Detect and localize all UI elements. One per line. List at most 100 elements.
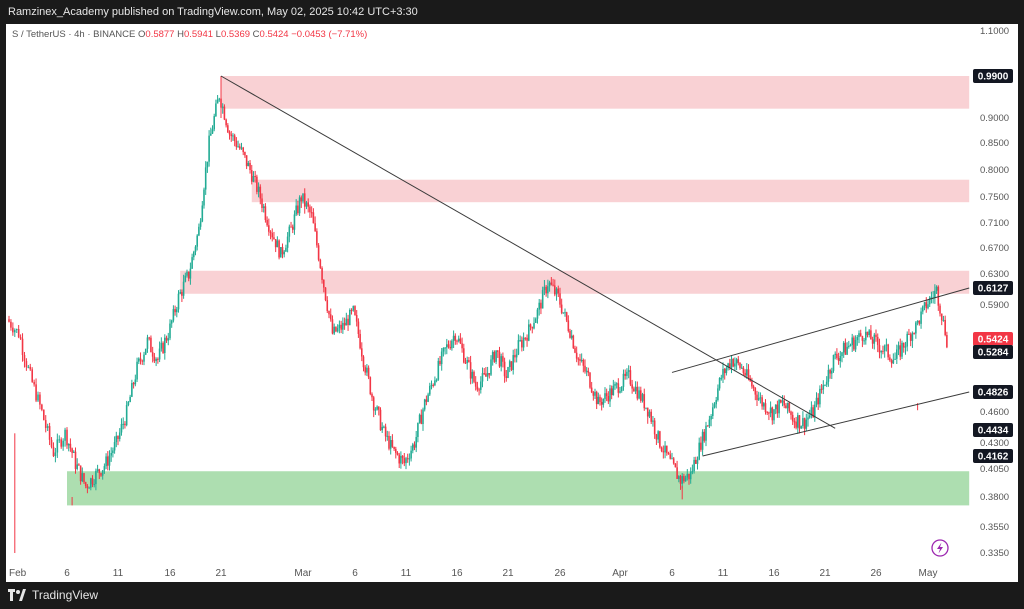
candle-body <box>444 347 446 349</box>
candle-body <box>880 351 882 353</box>
candle-body <box>67 443 70 446</box>
candle-body <box>757 397 760 400</box>
candle-body <box>834 353 836 355</box>
y-tick-label: 0.8000 <box>980 165 1009 176</box>
resistance-zone-0[interactable] <box>221 76 970 109</box>
candle-body <box>131 383 133 397</box>
candle-body <box>612 385 615 396</box>
price-label-0.9900[interactable]: 0.9900 <box>973 69 1013 83</box>
price-label-0.5424[interactable]: 0.5424 <box>973 332 1013 346</box>
candle-body <box>820 388 823 390</box>
candle-body <box>340 324 342 330</box>
candle-body <box>754 388 757 395</box>
footer-bar: TradingView <box>0 582 1024 609</box>
candle-body <box>807 417 809 420</box>
candle-body <box>732 358 734 367</box>
candle-body <box>405 458 407 464</box>
price-label-0.4162[interactable]: 0.4162 <box>973 449 1013 463</box>
trendline-downtrend[interactable] <box>220 75 836 429</box>
candle-body <box>916 320 919 323</box>
candle-body <box>117 435 119 440</box>
price-label-0.6127[interactable]: 0.6127 <box>973 281 1013 295</box>
price-label-0.4434[interactable]: 0.4434 <box>973 423 1013 437</box>
svg-text:0.5284: 0.5284 <box>978 348 1009 359</box>
candle-body <box>179 292 181 294</box>
candle-body <box>849 345 852 347</box>
support-zone-3[interactable] <box>67 471 970 506</box>
candle-body <box>689 471 692 480</box>
candle-body <box>538 302 540 310</box>
candle-body <box>684 477 687 482</box>
candle-body <box>827 369 830 382</box>
candle-body <box>521 340 523 348</box>
candle-body <box>646 407 649 417</box>
candle-body <box>851 337 853 346</box>
candle-body <box>602 398 605 405</box>
candle-body <box>386 435 389 437</box>
price-label-0.5284[interactable]: 0.5284 <box>973 345 1013 359</box>
candle-body <box>695 459 697 464</box>
candle-body <box>594 391 596 396</box>
candle-body <box>218 98 221 100</box>
candle-body <box>493 351 496 362</box>
candle-body <box>717 388 719 401</box>
candle-body <box>547 286 549 294</box>
candle-body <box>430 384 433 386</box>
candle-body <box>52 446 55 457</box>
candle-body <box>604 393 606 399</box>
candle-body <box>328 310 330 315</box>
candle-body <box>643 394 646 409</box>
y-tick-label: 0.3350 <box>980 548 1009 559</box>
trendline-channel-upper[interactable] <box>671 287 970 373</box>
candle-body <box>343 322 346 326</box>
candle-body <box>629 370 632 385</box>
price-label-0.4826[interactable]: 0.4826 <box>973 385 1013 399</box>
candle-body <box>572 335 575 349</box>
candle-body <box>232 135 234 137</box>
candle-body <box>429 385 431 395</box>
candle-body <box>491 351 494 360</box>
candle-body <box>208 135 210 162</box>
candle-body <box>940 313 943 321</box>
candle-body <box>132 383 135 385</box>
candle-body <box>808 415 811 418</box>
candle-body <box>162 342 164 354</box>
candle-body <box>417 422 419 437</box>
candle-body <box>378 406 380 410</box>
candle-body <box>627 370 630 372</box>
candle-body <box>676 467 678 479</box>
candle-body <box>825 381 828 385</box>
candle-body <box>186 271 188 276</box>
candle-body <box>456 340 458 342</box>
candle-body <box>401 455 404 459</box>
candle-body <box>803 418 806 429</box>
candle-body <box>252 176 255 182</box>
candle-body <box>107 456 109 466</box>
candle-body <box>425 399 428 402</box>
candle-body <box>383 426 385 428</box>
publisher-line: Ramzinex_Academy published on TradingVie… <box>8 6 418 18</box>
candle-body <box>781 400 784 403</box>
candle-body <box>393 446 395 449</box>
candle-body <box>740 367 743 369</box>
candle-body <box>904 346 907 348</box>
candle-body <box>935 286 938 291</box>
candle-body <box>66 429 68 446</box>
tradingview-logo[interactable]: TradingView <box>8 588 98 602</box>
trendline-channel-lower[interactable] <box>702 391 970 457</box>
candle-body <box>890 360 893 364</box>
candle-body <box>780 399 782 403</box>
resistance-zone-1[interactable] <box>251 179 970 203</box>
candle-body <box>81 473 84 482</box>
candle-body <box>883 345 886 352</box>
candle-body <box>805 419 808 429</box>
candle-body <box>464 362 467 364</box>
price-chart[interactable]: 1.1000 0.9000 0.8500 0.8000 0.7500 0.7100 0.67… <box>6 24 1018 582</box>
candle-body <box>182 281 185 296</box>
candle-body <box>440 351 443 365</box>
resistance-zone-2[interactable] <box>180 270 970 294</box>
lightning-icon[interactable] <box>931 539 949 557</box>
candle-body <box>323 279 325 288</box>
candle-body <box>58 439 61 441</box>
candle-body <box>605 393 608 397</box>
